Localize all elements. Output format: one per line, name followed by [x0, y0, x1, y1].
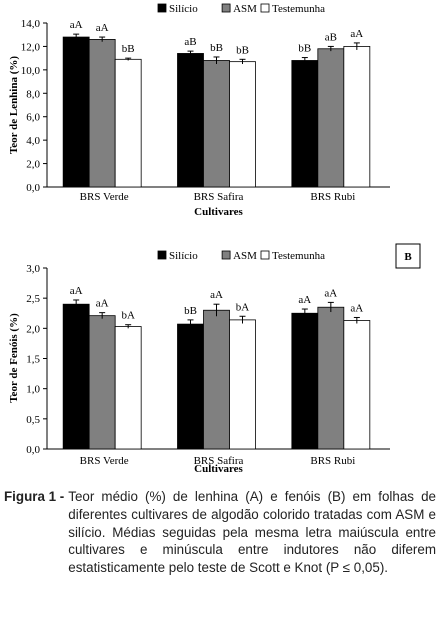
- chart-b-panel-label: B: [404, 251, 412, 263]
- chart-a-data-label: aB: [325, 31, 337, 43]
- chart-b-bar: [229, 319, 256, 450]
- figure-caption: Figura 1 - Teor médio (%) de lenhina (A)…: [4, 488, 436, 577]
- phenol-chart: 0,0 0,5 1,0 1,5 2,0 2,5 3,0 Teor de Fenóis (%) a…: [8, 243, 421, 475]
- chart-a-x-axis-title: Cultivares: [194, 206, 243, 218]
- chart-b-bar: [88, 315, 116, 450]
- chart-b-bar: [343, 320, 371, 450]
- chart-b-category-label: BRS Rubi: [310, 455, 355, 467]
- chart-b-bar: [317, 306, 345, 450]
- chart-b-category-label: BRS Verde: [80, 455, 129, 467]
- chart-a-y-tick-label: 2,0: [26, 159, 40, 171]
- chart-b-data-label: aA: [324, 287, 337, 299]
- chart-a-bar: [88, 39, 116, 188]
- chart-b-legend-label: Testemunha: [272, 250, 325, 262]
- chart-b-legend-swatch: [157, 250, 167, 260]
- chart-a-data-label: bB: [236, 44, 249, 56]
- chart-a-bar: [291, 60, 319, 188]
- figure-label: Figura 1 -: [4, 489, 65, 504]
- chart-a-bar: [203, 60, 230, 188]
- chart-b-data-label: aA: [298, 294, 311, 306]
- chart-b-y-tick-label: 0,5: [26, 414, 40, 426]
- chart-a-y-tick-label: 4,0: [26, 135, 40, 147]
- chart-a-data-label: aA: [96, 22, 109, 34]
- chart-a-y-tick-label: 10,0: [21, 65, 41, 77]
- chart-b-data-label: aA: [350, 302, 363, 314]
- chart-a-y-tick-label: 6,0: [26, 112, 40, 124]
- chart-b-data-label: bA: [121, 310, 135, 322]
- chart-b-y-tick-label: 1,5: [26, 354, 40, 366]
- chart-a-bar: [229, 61, 256, 188]
- chart-b-bar: [114, 326, 142, 450]
- chart-b-legend-label: ASM: [233, 250, 257, 262]
- chart-b-legend-swatch: [260, 250, 270, 260]
- chart-b-bar: [62, 303, 90, 450]
- caption-text: Teor médio (%) de lenhina (A) e fenóis (…: [68, 489, 436, 576]
- chart-a-bar: [317, 48, 345, 188]
- chart-b-legend-swatch: [221, 250, 231, 260]
- chart-b-data-label: bB: [184, 305, 197, 317]
- chart-a-data-label: bB: [122, 43, 135, 55]
- chart-b-data-label: aA: [210, 289, 223, 301]
- chart-b-data-label: aA: [70, 285, 83, 297]
- chart-a-data-label: bB: [210, 42, 223, 54]
- chart-a-legend-swatch: [221, 3, 231, 13]
- chart-b-y-tick-label: 2,0: [26, 323, 40, 335]
- chart-a-bar: [114, 58, 142, 188]
- chart-b-bar: [291, 312, 319, 450]
- chart-a-category-label: BRS Verde: [80, 191, 129, 203]
- chart-a-y-axis-title: Teor de Lenhina (%): [8, 56, 20, 154]
- chart-b-category-label: BRS Safira: [194, 455, 244, 467]
- chart-b-legend-label: Silício: [169, 250, 198, 262]
- chart-a-y-tick-label: 14,0: [21, 18, 41, 30]
- chart-a-bar: [343, 46, 371, 188]
- chart-a-data-label: aB: [184, 36, 196, 48]
- lignin-chart: 0,0 2,0 4,0 6,0 8,0 10,0 12,0 14,0 Teor de Lenhi…: [8, 3, 390, 218]
- chart-b-x-axis-title: Cultivares: [194, 463, 243, 475]
- chart-a-y-tick-label: 0,0: [26, 182, 40, 194]
- chart-a-data-label: bB: [298, 43, 311, 55]
- chart-b-bar: [177, 323, 204, 450]
- chart-a-legend-label: Silício: [169, 3, 198, 15]
- chart-a-legend-label: ASM: [233, 3, 257, 15]
- chart-b-data-label: bA: [236, 301, 250, 313]
- chart-b-y-tick-label: 1,0: [26, 384, 40, 396]
- chart-a-bar: [62, 36, 90, 188]
- chart-a-legend-label: Testemunha: [272, 3, 325, 15]
- chart-b-y-tick-label: 2,5: [26, 293, 40, 305]
- chart-b-y-axis-title: Teor de Fenóis (%): [8, 313, 20, 403]
- chart-a-y-tick-label: 12,0: [21, 41, 41, 53]
- chart-a-legend-swatch: [157, 3, 167, 13]
- chart-a-data-label: aA: [350, 28, 363, 40]
- chart-a-bar: [177, 53, 204, 188]
- chart-b-bar: [203, 309, 230, 450]
- chart-a-legend-swatch: [260, 3, 270, 13]
- chart-b-data-label: aA: [96, 298, 109, 310]
- chart-a-data-label: aA: [70, 19, 83, 31]
- chart-a-y-tick-label: 8,0: [26, 88, 40, 100]
- chart-a-category-label: BRS Rubi: [310, 191, 355, 203]
- chart-a-category-label: BRS Safira: [194, 191, 244, 203]
- chart-b-panel-box: [395, 243, 421, 269]
- chart-b-y-tick-label: 3,0: [26, 263, 40, 275]
- chart-b-y-tick-label: 0,0: [26, 444, 40, 456]
